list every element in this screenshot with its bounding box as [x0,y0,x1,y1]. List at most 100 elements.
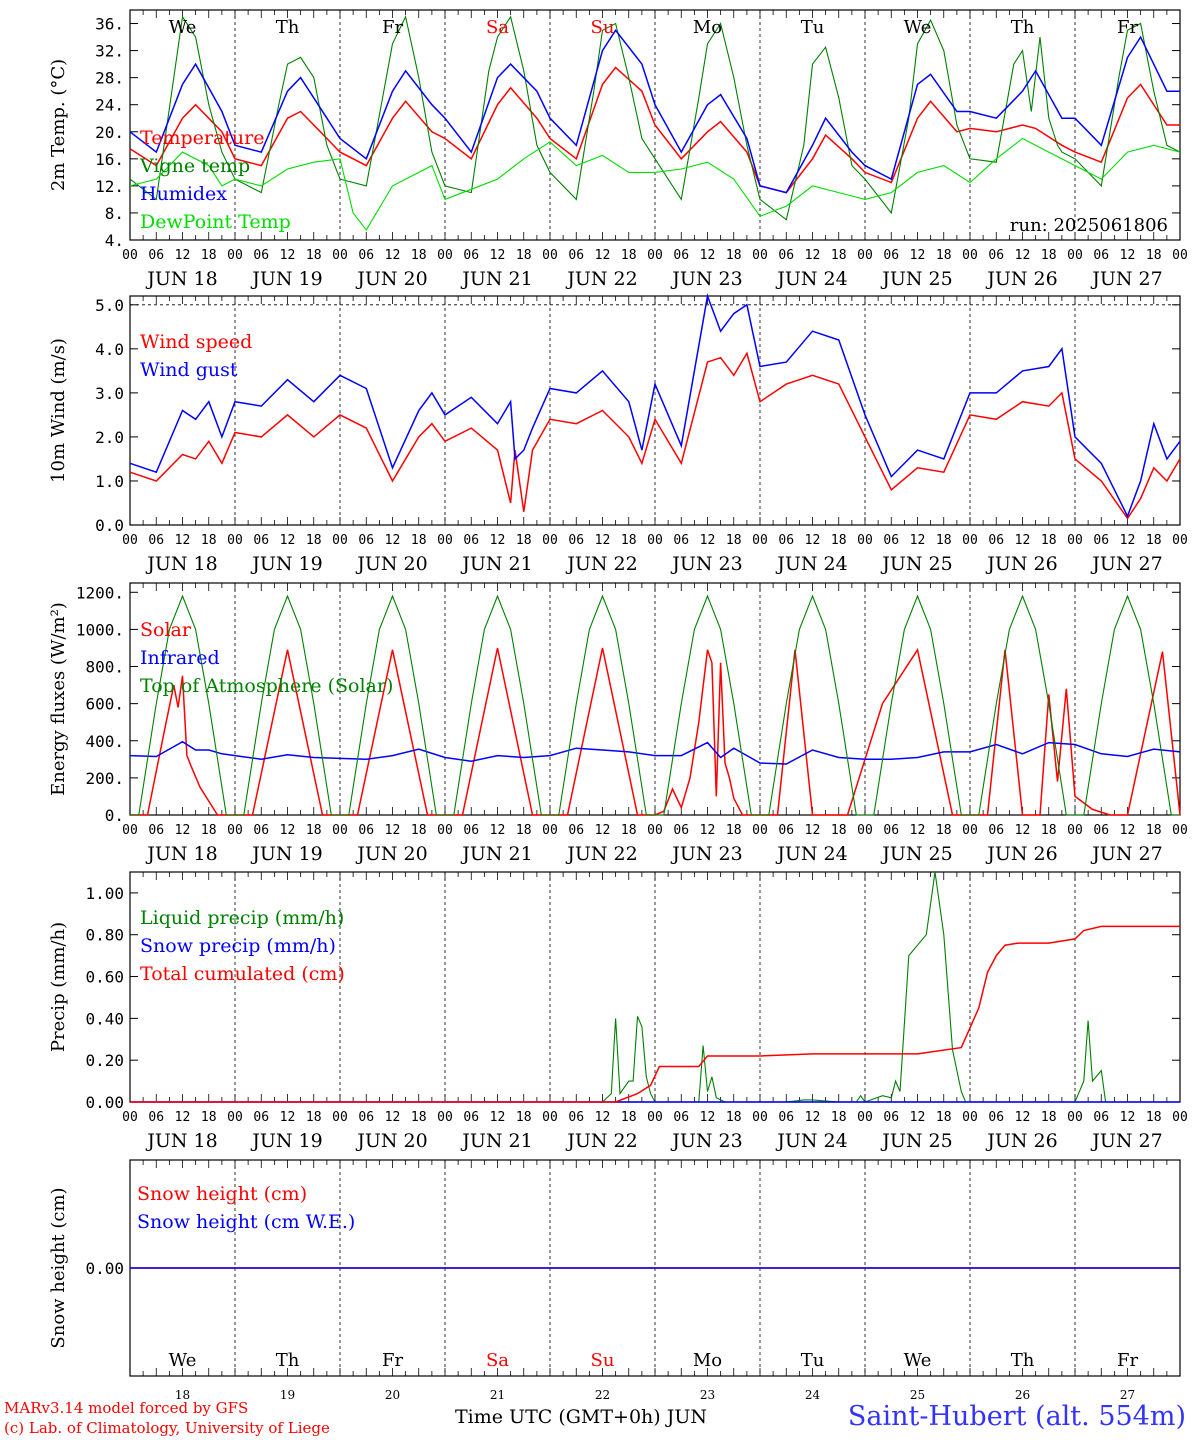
day-number-label: 23 [700,1388,715,1400]
series-line-vigne-temp [129,15,1181,221]
series-line-dewpoint-temp [129,137,1181,231]
hour-tick-label: 12 [175,533,191,548]
hour-tick-label: 12 [280,823,296,838]
hour-tick-label: 12 [280,533,296,548]
day-date-label: JUN 27 [1090,1130,1162,1152]
hour-tick-label: 12 [910,823,926,838]
hour-tick-label: 12 [490,1110,506,1125]
hour-tick-label: 00 [752,248,768,263]
hour-tick-label: 18 [1146,823,1162,838]
y-tick-label: 0.60 [85,968,124,987]
hour-tick-label: 18 [831,533,847,548]
hour-tick-label: 12 [805,248,821,263]
hour-tick-label: 18 [1041,533,1057,548]
hour-tick-label: 00 [332,823,348,838]
hour-tick-label: 12 [1120,823,1136,838]
hour-tick-label: 18 [831,823,847,838]
hour-tick-label: 06 [463,823,479,838]
hour-tick-label: 06 [358,248,374,263]
hour-tick-label: 00 [227,1110,243,1125]
hour-tick-label: 00 [122,1110,138,1125]
hour-tick-label: 12 [910,248,926,263]
hour-tick-label: 18 [726,533,742,548]
weekday-label: Th [1011,1350,1035,1371]
hour-tick-label: 06 [1093,1110,1109,1125]
hour-tick-label: 18 [726,248,742,263]
weekday-label: Sa [486,17,509,38]
hour-tick-label: 06 [463,533,479,548]
weekday-label: We [169,1350,197,1371]
hour-tick-label: 12 [700,1110,716,1125]
day-date-label: JUN 24 [775,1130,847,1152]
day-date-label: JUN 19 [250,843,322,865]
hour-tick-label: 12 [805,533,821,548]
hour-tick-label: 18 [201,533,217,548]
legend-entry: Snow height (cm) [137,1183,307,1205]
hour-tick-label: 00 [962,823,978,838]
hour-tick-label: 00 [647,823,663,838]
y-tick-label: 1200. [76,583,124,602]
meteogram-chart: 4. 8. 12. 16. 20. 24. 28. 32. 36. 2m Temp. (°C) Te… [48,9,1188,1400]
hour-tick-label: 00 [437,1110,453,1125]
hour-tick-label: 06 [358,823,374,838]
hour-tick-label: 12 [175,1110,191,1125]
y-axis-label: Energy fluxes (W/m²) [48,602,69,796]
y-tick-label: 0.20 [85,1051,124,1070]
hour-tick-label: 18 [411,1110,427,1125]
hour-tick-label: 00 [857,1110,873,1125]
hour-tick-label: 00 [1067,1110,1083,1125]
day-date-label: JUN 18 [145,1130,217,1152]
hour-tick-label: 06 [358,533,374,548]
weekday-label: Tu [801,17,825,38]
hour-tick-label: 12 [595,248,611,263]
weekday-label: Fr [382,17,403,38]
hour-tick-label: 18 [201,823,217,838]
credit-line-model: MARv3.14 model forced by GFS [4,1399,249,1417]
hour-tick-label: 00 [332,533,348,548]
weekday-label: We [904,17,932,38]
legend-entry: Temperature [140,127,264,149]
day-number-label: 20 [385,1388,400,1400]
y-tick-label: 1000. [76,620,124,639]
day-date-label: JUN 26 [985,843,1057,865]
hour-tick-label: 00 [437,533,453,548]
day-date-label: JUN 23 [670,843,742,865]
y-tick-label: 0.00 [85,1093,124,1112]
hour-tick-label: 12 [700,248,716,263]
hour-tick-label: 00 [1172,248,1188,263]
day-date-label: JUN 23 [670,268,742,290]
day-date-label: JUN 22 [565,1130,637,1152]
hour-tick-label: 18 [516,248,532,263]
weekday-label: Mo [693,17,722,38]
hour-tick-label: 00 [752,1110,768,1125]
day-number-label: 18 [175,1388,190,1400]
series-line-humidex [129,29,1180,194]
hour-tick-label: 12 [175,248,191,263]
hour-tick-label: 18 [516,1110,532,1125]
weekday-label: Th [276,1350,300,1371]
series-line-infrared [129,740,1181,765]
hour-tick-label: 00 [122,823,138,838]
hour-tick-label: 18 [936,823,952,838]
hour-tick-label: 18 [726,1110,742,1125]
hour-tick-label: 18 [306,248,322,263]
y-tick-label: 800. [85,658,124,677]
y-tick-label: 2.0 [95,428,124,447]
day-date-label: JUN 21 [460,843,532,865]
hour-tick-label: 06 [883,533,899,548]
hour-tick-label: 06 [988,823,1004,838]
hour-tick-label: 18 [306,1110,322,1125]
hour-tick-label: 06 [148,533,164,548]
hour-tick-label: 06 [988,1110,1004,1125]
hour-tick-label: 12 [805,823,821,838]
weekday-label: Su [591,17,615,38]
hour-tick-label: 12 [385,823,401,838]
hour-tick-label: 12 [1015,248,1031,263]
hour-tick-label: 00 [857,248,873,263]
hour-tick-label: 06 [148,248,164,263]
day-date-label: JUN 18 [145,553,217,575]
y-tick-label: 200. [85,769,124,788]
hour-tick-label: 00 [962,1110,978,1125]
day-date-label: JUN 26 [985,268,1057,290]
day-date-label: JUN 27 [1090,843,1162,865]
